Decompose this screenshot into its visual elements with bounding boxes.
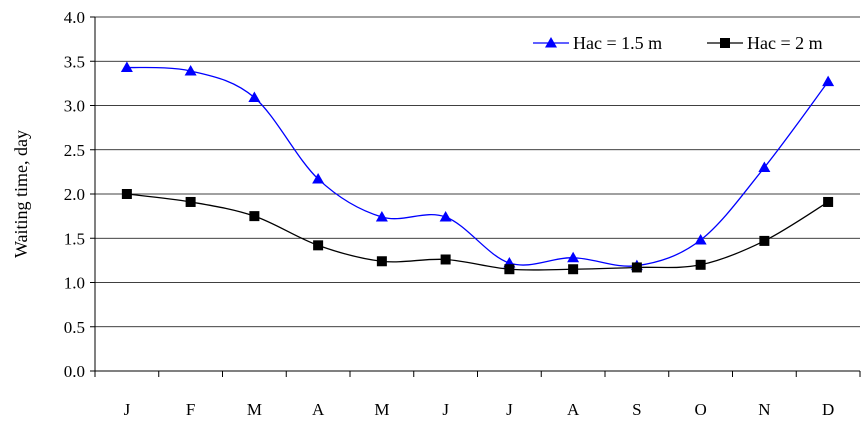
legend-label: Hac = 2 m — [747, 33, 823, 53]
y-axis-title: Waiting time, day — [11, 130, 31, 258]
legend-item-1: Hac = 1.5 m — [533, 33, 662, 53]
y-tick-label: 0.0 — [64, 362, 85, 381]
series-line — [126, 66, 829, 267]
data-point — [439, 211, 452, 222]
data-point — [249, 211, 260, 222]
data-point — [758, 161, 771, 172]
data-point — [313, 240, 324, 251]
data-point — [568, 264, 579, 275]
y-tick-label: 3.0 — [64, 97, 85, 116]
data-point — [822, 75, 835, 87]
data-point — [823, 196, 834, 207]
data-point — [376, 256, 387, 267]
x-tick-label: O — [694, 400, 706, 419]
grid-lines — [95, 16, 860, 328]
x-tick-label: M — [247, 400, 262, 419]
data-point — [120, 61, 133, 72]
legend-marker — [720, 38, 730, 48]
legend-label: Hac = 1.5 m — [573, 33, 662, 53]
legend-marker — [545, 37, 557, 48]
x-tick-label: M — [374, 400, 389, 419]
legend-item-2: Hac = 2 m — [707, 33, 823, 53]
y-tick-label: 0.5 — [64, 318, 85, 337]
data-point — [185, 196, 196, 207]
x-tick-label: J — [442, 400, 449, 419]
data-point — [248, 91, 261, 103]
data-point — [567, 251, 580, 263]
y-tick-label: 2.0 — [64, 185, 85, 204]
data-point — [694, 234, 707, 245]
y-tick-label: 1.5 — [64, 229, 85, 248]
data-point — [312, 172, 325, 184]
data-point — [504, 264, 515, 275]
data-point — [121, 189, 132, 199]
x-tick-label: A — [567, 400, 580, 419]
series-1 — [120, 61, 835, 271]
x-tick-label: S — [632, 400, 641, 419]
y-tick-label: 3.5 — [64, 52, 85, 71]
series-2 — [121, 189, 834, 275]
data-point — [631, 262, 642, 273]
data-point — [375, 211, 388, 222]
legend: Hac = 1.5 m Hac = 2 m — [533, 33, 823, 53]
y-tick-label: 1.0 — [64, 274, 85, 293]
x-tick-label: D — [822, 400, 834, 419]
data-point — [759, 235, 770, 246]
series-line — [126, 193, 829, 271]
x-tick-label: F — [186, 400, 195, 419]
y-tick-labels: 0.0 0.5 1.0 1.5 2.0 2.5 3.0 3.5 4.0 — [64, 8, 95, 381]
data-point — [695, 259, 706, 270]
y-tick-label: 2.5 — [64, 141, 85, 160]
data-point — [184, 64, 197, 76]
x-tick-label: A — [312, 400, 325, 419]
x-tick-label: J — [124, 400, 131, 419]
x-tick-label: J — [506, 400, 513, 419]
y-tick-label: 4.0 — [64, 8, 85, 27]
data-point — [440, 254, 451, 265]
x-tick-label: N — [758, 400, 770, 419]
series — [120, 61, 835, 275]
